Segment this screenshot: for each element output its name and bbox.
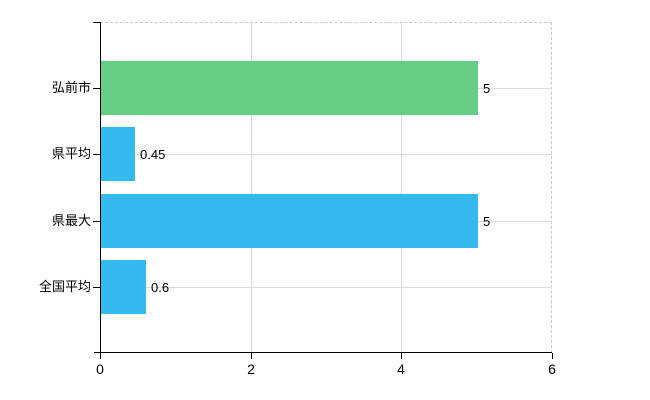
plot-border-right [551,22,552,353]
bar [101,260,146,314]
plot-border-top [100,22,552,23]
category-label: 弘前市 [51,80,91,95]
x-axis-tick [251,353,252,359]
gridline-vertical [401,22,402,352]
category-label: 県最大 [51,213,91,228]
bar-value-label: 0.6 [151,280,170,295]
bar [101,127,135,181]
bar-value-label: 0.45 [140,147,166,162]
x-tick-label: 0 [96,361,104,377]
category-label: 全国平均 [38,279,91,294]
bar-value-label: 5 [483,214,491,229]
gridline-horizontal [100,287,552,288]
bar-value-label: 5 [483,81,491,96]
y-axis-tick [93,221,100,222]
y-axis-tick [93,287,100,288]
gridline-horizontal [100,154,552,155]
x-axis-tick [552,353,553,359]
x-tick-label: 4 [397,361,405,377]
gridline-vertical [251,22,252,352]
plot-area: 弘前市 5 県平均 0.45 県最大 5 全国平均 0.6 0 2 4 6 [39,22,556,377]
category-label: 県平均 [51,146,91,161]
y-axis-tick [93,88,100,89]
x-axis-tick [401,353,402,359]
bar [101,61,478,115]
bar [101,194,478,248]
y-axis-tick [93,154,100,155]
x-axis-line [94,352,552,353]
y-axis-line [100,22,101,359]
x-tick-label: 6 [548,361,556,377]
y-axis-top-tick [93,22,100,23]
x-tick-label: 2 [247,361,255,377]
